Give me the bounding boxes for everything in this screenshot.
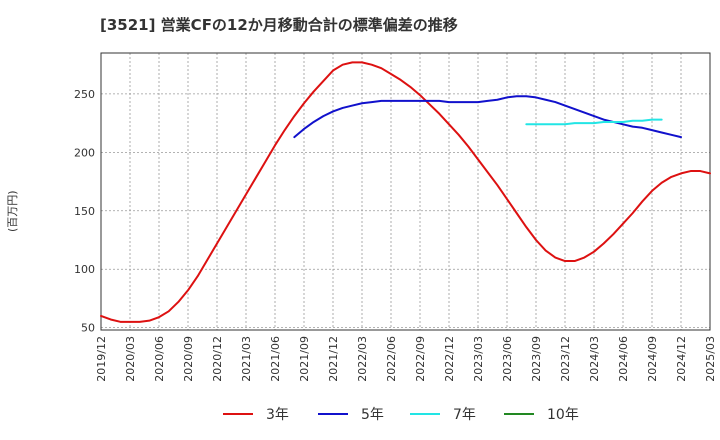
y-tick-label: 150	[74, 205, 95, 218]
x-tick-label: 2024/03	[588, 336, 601, 382]
x-tick-label: 2021/09	[298, 336, 311, 382]
x-tick-label: 2022/06	[385, 336, 398, 382]
x-tick-label: 2020/09	[182, 336, 195, 382]
x-axis-ticks: 2019/12 2020/03 2020/06 2020/09 2020/12 2021/…	[95, 336, 717, 382]
x-tick-label: 2021/03	[240, 336, 253, 382]
x-tick-label: 2020/06	[153, 336, 166, 382]
grid	[101, 53, 710, 330]
series-lines	[100, 61, 711, 323]
x-tick-label: 2025/03	[704, 336, 717, 382]
x-tick-label: 2024/06	[617, 336, 630, 382]
y-tick-label: 200	[74, 146, 95, 159]
legend-label: 3年	[266, 407, 289, 423]
series-line	[525, 118, 663, 126]
x-tick-label: 2022/12	[443, 336, 456, 382]
x-tick-label: 2020/12	[211, 336, 224, 382]
legend-label: 10年	[547, 407, 579, 423]
x-tick-label: 2024/09	[646, 336, 659, 382]
y-tick-label: 100	[74, 263, 95, 276]
x-tick-label: 2023/09	[530, 336, 543, 382]
series-line	[100, 61, 711, 323]
x-tick-label: 2019/12	[95, 336, 108, 382]
plot-area	[100, 52, 711, 331]
x-tick-label: 2022/09	[414, 336, 427, 382]
legend: 3年 5年 7年 10年	[223, 407, 579, 423]
x-tick-label: 2022/03	[356, 336, 369, 382]
y-axis-ticks: 50 100 150 200 250	[74, 88, 95, 335]
y-tick-label: 250	[74, 88, 95, 101]
x-tick-label: 2021/06	[269, 336, 282, 382]
y-tick-label: 50	[81, 322, 95, 335]
chart-title: [3521] 営業CFの12か月移動合計の標準偏差の推移	[100, 16, 458, 34]
x-tick-label: 2020/03	[124, 336, 137, 382]
legend-label: 7年	[453, 407, 476, 423]
x-tick-label: 2021/12	[327, 336, 340, 382]
x-tick-label: 2023/06	[501, 336, 514, 382]
x-tick-label: 2023/03	[472, 336, 485, 382]
x-tick-label: 2023/12	[559, 336, 572, 382]
legend-label: 5年	[361, 407, 384, 423]
x-tick-label: 2024/12	[675, 336, 688, 382]
